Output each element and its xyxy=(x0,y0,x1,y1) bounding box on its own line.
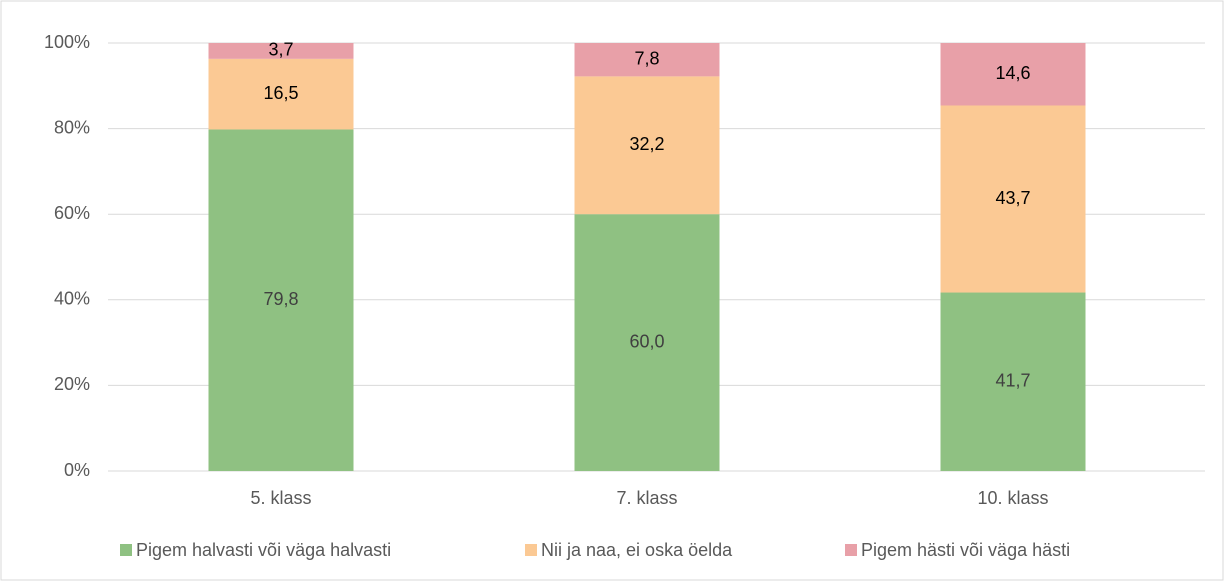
bar-segment xyxy=(208,129,354,471)
data-label: 43,7 xyxy=(995,188,1030,208)
x-tick-label: 5. klass xyxy=(250,488,311,508)
bar-segment xyxy=(574,76,720,215)
y-tick-label: 100% xyxy=(44,32,90,52)
legend-swatch xyxy=(120,544,132,556)
data-label: 7,8 xyxy=(634,48,659,68)
y-tick-label: 80% xyxy=(54,117,90,137)
bar-segment xyxy=(574,214,720,471)
bar-segment xyxy=(208,43,354,59)
x-tick-label: 7. klass xyxy=(616,488,677,508)
data-label: 41,7 xyxy=(995,371,1030,391)
data-label: 60,0 xyxy=(629,331,664,351)
legend-label: Nii ja naa, ei oska öelda xyxy=(541,540,733,560)
x-tick-label: 10. klass xyxy=(977,488,1048,508)
data-label: 79,8 xyxy=(263,289,298,309)
bar-segment xyxy=(208,58,354,130)
legend-swatch xyxy=(525,544,537,556)
y-tick-label: 0% xyxy=(64,460,90,480)
legend-label: Pigem hästi või väga hästi xyxy=(861,540,1070,560)
y-tick-label: 20% xyxy=(54,374,90,394)
y-tick-label: 60% xyxy=(54,203,90,223)
data-label: 16,5 xyxy=(263,83,298,103)
bar-segment xyxy=(940,292,1086,471)
data-label: 32,2 xyxy=(629,134,664,154)
bar-segment xyxy=(940,43,1086,106)
data-label: 14,6 xyxy=(995,63,1030,83)
legend-swatch xyxy=(845,544,857,556)
data-label: 3,7 xyxy=(268,40,293,60)
bar-segment xyxy=(574,43,720,77)
legend-label: Pigem halvasti või väga halvasti xyxy=(136,540,391,560)
bar-segment xyxy=(940,105,1086,293)
y-tick-label: 40% xyxy=(54,289,90,309)
